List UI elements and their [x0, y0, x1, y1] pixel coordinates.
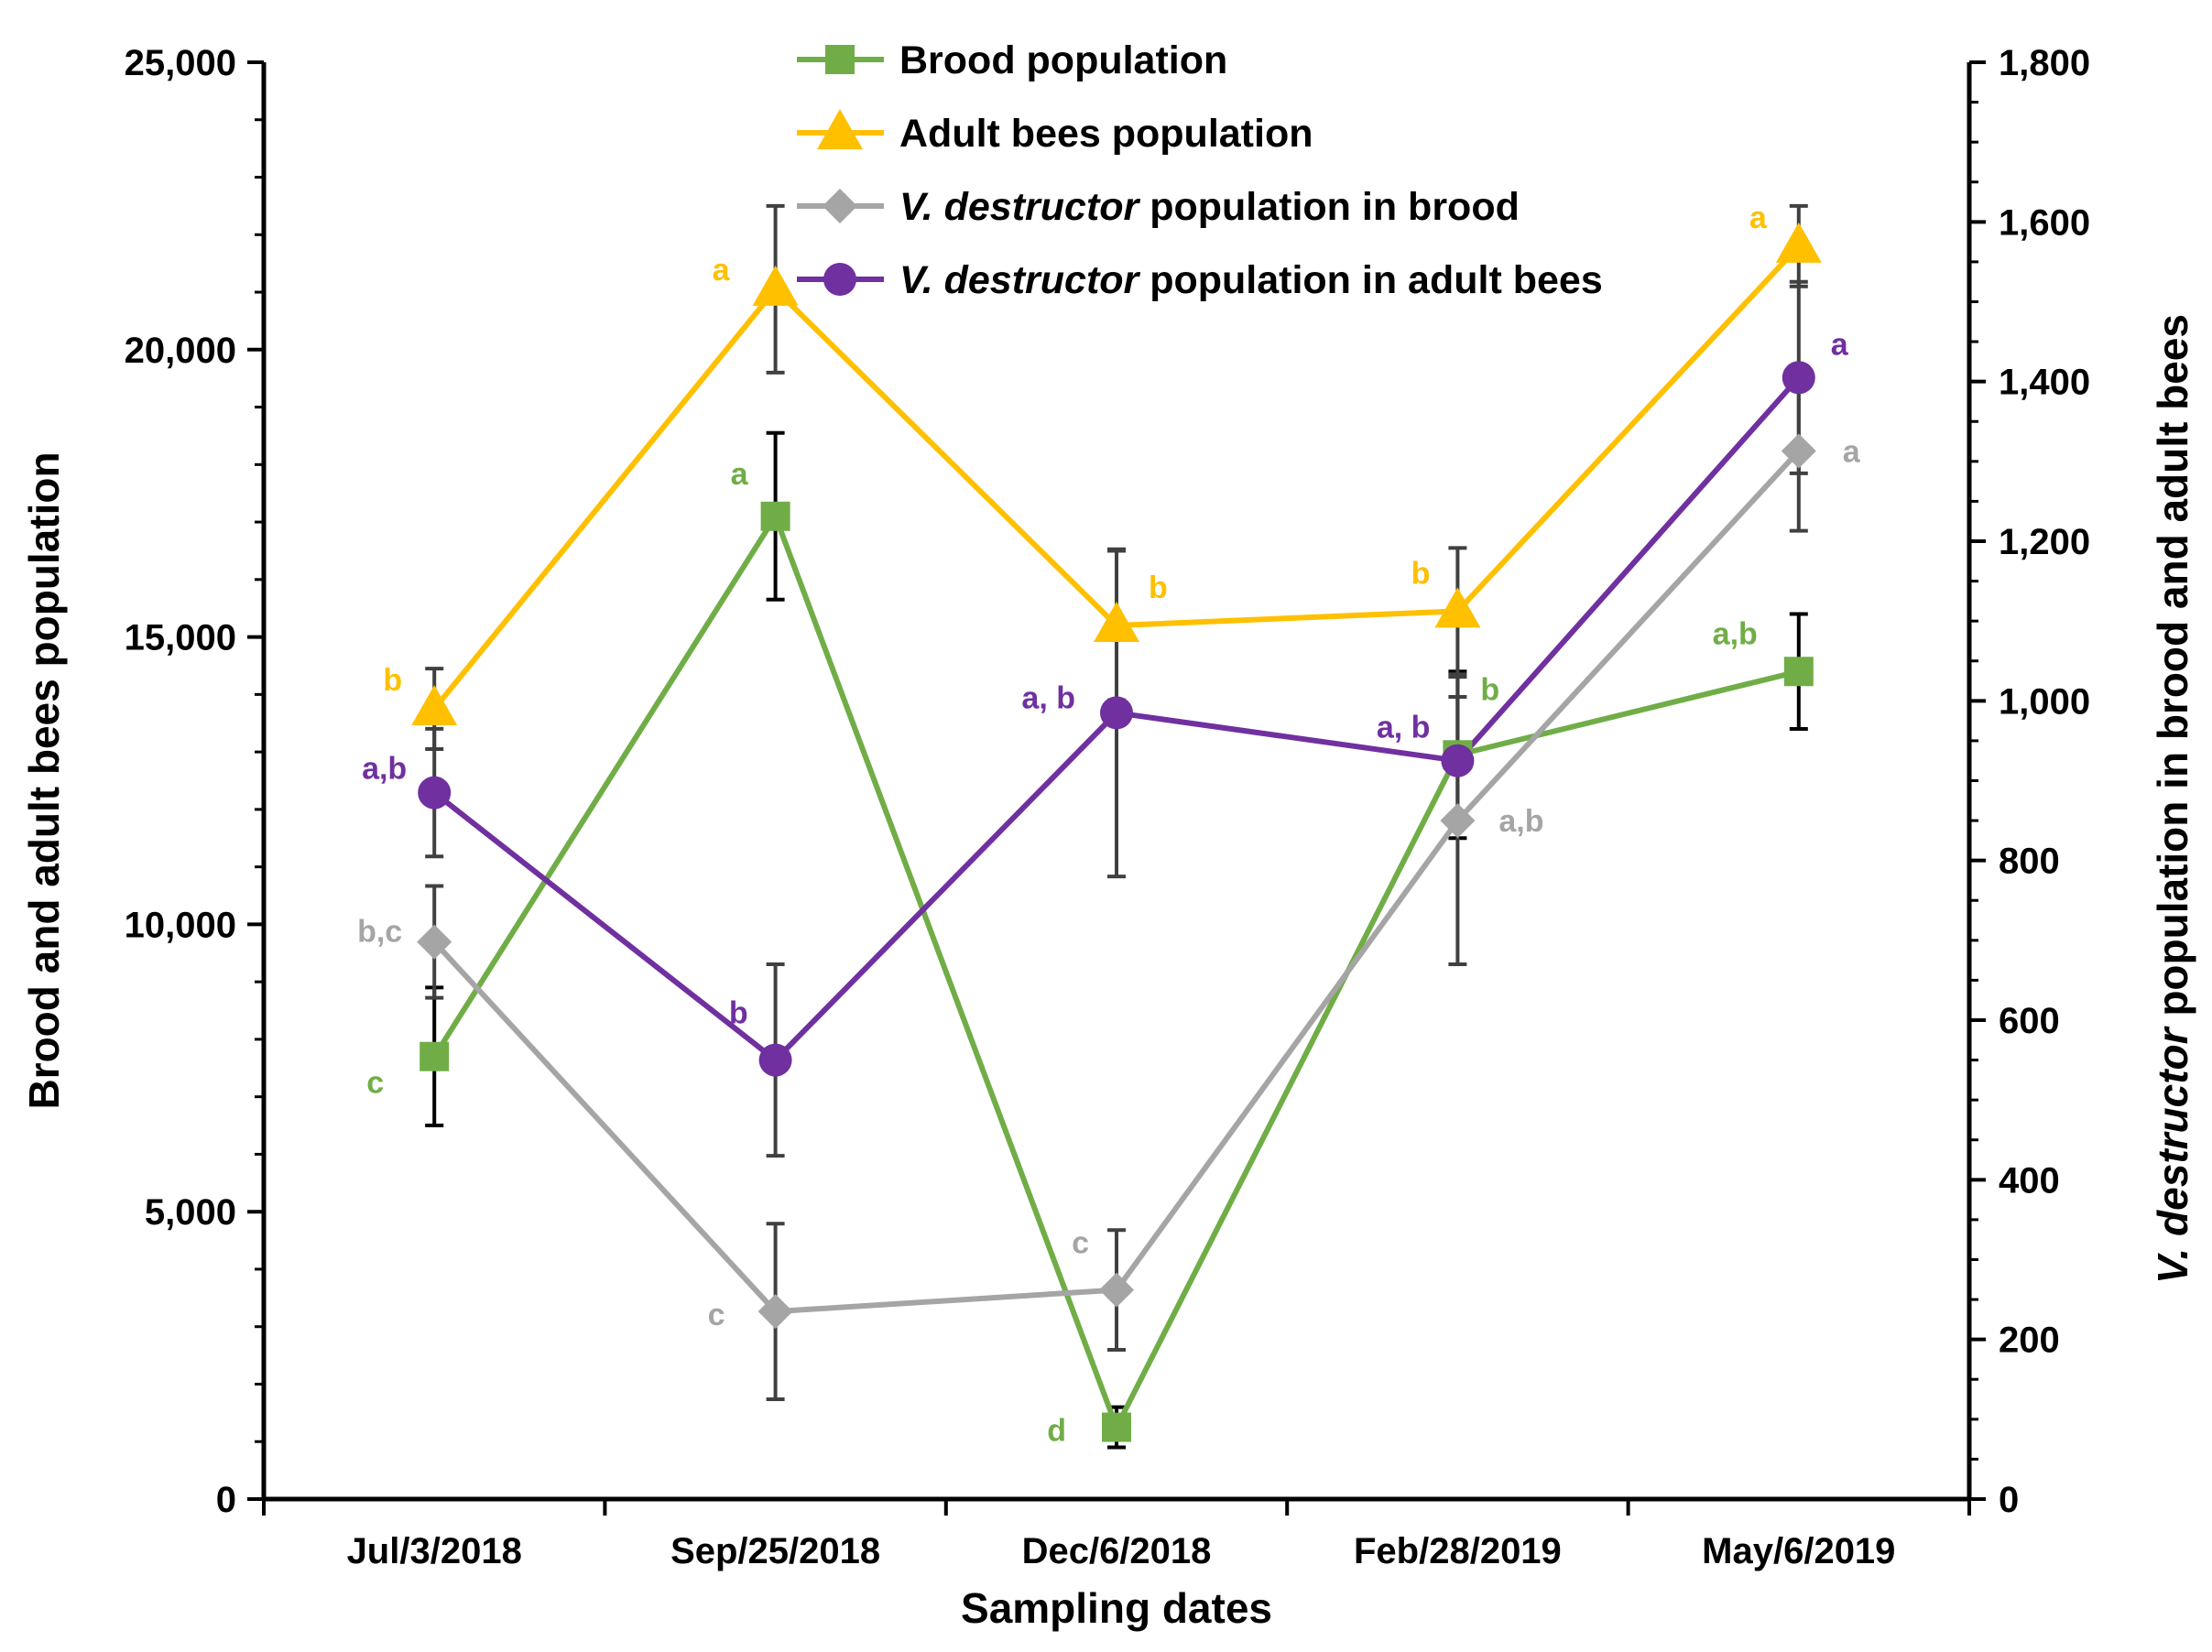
- legend-marker: [825, 45, 855, 74]
- legend-marker: [823, 263, 856, 296]
- data-point: [1099, 1272, 1134, 1308]
- significance-label: a,b: [1713, 616, 1758, 651]
- significance-label: a: [731, 457, 749, 492]
- significance-label: a, b: [1021, 680, 1075, 715]
- right-axis-tick-label: 200: [1999, 1321, 2060, 1361]
- left-axis-tick-label: 0: [216, 1480, 236, 1520]
- significance-label: a: [1749, 201, 1768, 235]
- legend-label: Brood population: [899, 38, 1227, 82]
- data-point: [760, 501, 790, 531]
- series-markers: [411, 222, 1822, 1442]
- legend-label: Adult bees population: [899, 112, 1313, 156]
- data-point: [1775, 222, 1822, 263]
- significance-label: c: [366, 1066, 384, 1101]
- x-axis-tick-label: Jul/3/2018: [347, 1531, 522, 1571]
- legend-marker: [823, 189, 857, 223]
- right-axis-tick-label: 400: [1999, 1160, 2060, 1201]
- data-point: [1781, 433, 1816, 469]
- left-axis-tick-label: 10,000: [125, 905, 236, 945]
- right-axis-tick-label: 1,400: [1999, 363, 2090, 403]
- significance-label: b: [729, 996, 748, 1031]
- right-axis-tick-label: 1,000: [1999, 681, 2090, 722]
- significance-label: b: [1411, 556, 1431, 591]
- x-axis-tick-label: Sep/25/2018: [670, 1531, 880, 1571]
- legend-label: V. destructor population in adult bees: [899, 258, 1603, 302]
- left-axis-tick-label: 20,000: [125, 331, 236, 371]
- legend-label-rest: population in brood: [1139, 185, 1520, 229]
- data-point: [1094, 602, 1139, 643]
- x-axis-tick-label: May/6/2019: [1702, 1531, 1895, 1571]
- right-y-axis-title-italic: V. destructor: [2149, 1026, 2196, 1284]
- legend: Brood population Adult bees population V. …: [797, 38, 1603, 302]
- sig-labels-layer: c a d b a,b b a b b a b,c c c a,b a a,b b a, b a, b a: [357, 201, 1861, 1449]
- left-axis-tick-label: 15,000: [125, 618, 236, 658]
- significance-label: b: [1149, 571, 1168, 605]
- right-axis-tick-label: 600: [1999, 1001, 2060, 1041]
- data-point: [752, 265, 799, 306]
- right-axis-tick-label: 1,800: [1999, 43, 2090, 83]
- right-axis-tick-label: 1,600: [1999, 202, 2090, 243]
- legend-label: V. destructor population in brood: [899, 185, 1520, 229]
- significance-label: b: [1480, 672, 1499, 707]
- data-point: [411, 685, 458, 726]
- significance-label: a, b: [1377, 711, 1431, 745]
- legend-label-italic: V. destructor: [899, 258, 1141, 302]
- right-axis-tick-label: 1,200: [1999, 522, 2090, 562]
- series-layer: [411, 203, 1822, 1450]
- legend-item: V. destructor population in brood: [797, 185, 1520, 229]
- x-axis-title: Sampling dates: [961, 1584, 1272, 1632]
- legend-item: Adult bees population: [797, 109, 1313, 156]
- significance-label: b: [383, 663, 402, 698]
- legend-item: V. destructor population in adult bees: [797, 258, 1603, 302]
- data-point: [420, 1041, 450, 1071]
- significance-label: c: [708, 1298, 725, 1332]
- x-axis-tick-label: Dec/6/2018: [1022, 1531, 1212, 1571]
- right-y-axis-title: V. destructor population in brood and ad…: [2149, 314, 2196, 1284]
- data-point: [757, 1294, 793, 1330]
- significance-label: a: [1843, 435, 1861, 470]
- right-axis-tick-label: 800: [1999, 842, 2060, 882]
- legend-label-italic: V. destructor: [899, 185, 1141, 229]
- data-point: [1441, 744, 1475, 777]
- legend-label-rest: population in adult bees: [1139, 258, 1602, 302]
- data-point: [758, 1043, 792, 1077]
- significance-label: d: [1047, 1414, 1066, 1449]
- legend-item: Brood population: [797, 38, 1227, 82]
- right-y-axis-title-rest: population in brood and adult bees: [2149, 314, 2196, 1027]
- left-axis-tick-label: 5,000: [145, 1192, 236, 1233]
- significance-label: a,b: [1498, 804, 1543, 839]
- legend-marker: [817, 109, 863, 149]
- significance-label: a: [713, 253, 731, 288]
- left-axis-tick-label: 25,000: [125, 43, 236, 83]
- data-point: [1440, 803, 1476, 839]
- x-axis-tick-label: Feb/28/2019: [1354, 1531, 1562, 1571]
- significance-label: c: [1072, 1226, 1089, 1261]
- data-point: [1100, 696, 1133, 730]
- error-bars: [425, 203, 1808, 1450]
- data-point: [1102, 1412, 1131, 1442]
- significance-label: a: [1831, 327, 1849, 362]
- data-point: [417, 924, 452, 960]
- left-y-axis-title: Brood and adult bees population: [20, 451, 68, 1109]
- axes: 0 5,000 10,000 15,000 20,000 25,000 0 200 400 600…: [20, 43, 2196, 1632]
- significance-label: a,b: [362, 752, 407, 787]
- data-point: [1434, 587, 1481, 628]
- significance-label: b,c: [357, 915, 402, 950]
- data-point: [1783, 657, 1814, 687]
- right-axis-tick-label: 0: [1999, 1480, 2019, 1520]
- data-point: [418, 776, 452, 810]
- data-point: [1782, 361, 1815, 395]
